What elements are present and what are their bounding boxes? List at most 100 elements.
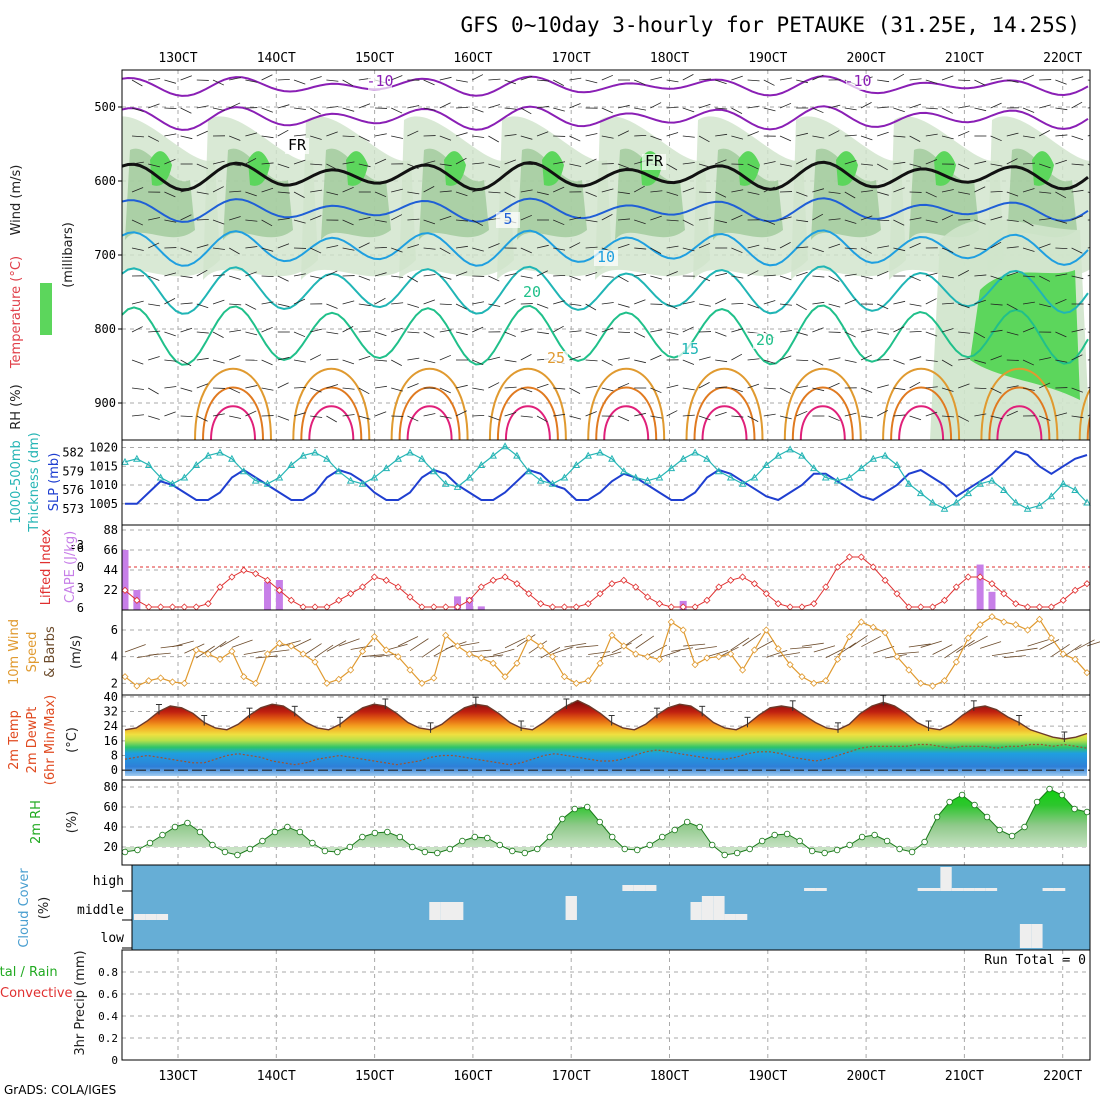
lifted-index-point (133, 596, 141, 604)
upper-wind-barb (828, 243, 841, 249)
rh-point (334, 848, 341, 856)
wind-speed-point (335, 675, 343, 683)
rh-shade-region (615, 148, 685, 240)
cloud-cover-bar (724, 914, 736, 920)
rh-point (758, 837, 766, 845)
upper-wind-barb (958, 415, 970, 422)
upper-wind-barb (731, 275, 744, 279)
cape-bar (988, 591, 996, 610)
upper-wind-barb (504, 273, 517, 277)
surface-wind-barb (540, 647, 561, 659)
upper-wind-barb (893, 387, 906, 391)
upper-wind-barb (293, 219, 306, 224)
rh-plot (122, 785, 1090, 859)
upper-wind-barb (1055, 273, 1068, 277)
upper-wind-barb (326, 384, 338, 389)
upper-wind-barb (131, 135, 144, 138)
upper-wind-barb (374, 133, 387, 137)
wind-speed-point (204, 650, 212, 658)
upper-wind-barb (148, 103, 160, 109)
upper-wind-barb (1022, 327, 1035, 333)
upper-wind-barb (310, 328, 322, 333)
upper-wind-barb (326, 79, 339, 82)
contour-label: FR (645, 152, 664, 170)
upper-wind-barb (212, 331, 224, 338)
upper-wind-barb (877, 410, 888, 417)
rh-point (634, 846, 641, 854)
thickness-point (714, 467, 723, 475)
wind-speed-point (1071, 655, 1079, 663)
contour-label-bg (544, 351, 568, 367)
upper-wind-barb (310, 247, 322, 254)
surface-wind-barb (243, 650, 266, 655)
upper-wind-barb (212, 186, 224, 193)
lifted-index-point (869, 563, 877, 571)
upper-wind-barb (958, 105, 971, 109)
lifted-index-line (124, 556, 1088, 608)
upper-wind-barb (455, 410, 467, 417)
lifted-index-point (548, 603, 557, 611)
temp-tick-label: 40 (104, 690, 118, 704)
slp-tick-label: 1010 (89, 478, 118, 492)
upper-wind-barb (261, 387, 274, 391)
thickness-point (845, 473, 854, 481)
upper-wind-barb (229, 415, 242, 419)
upper-wind-barb (472, 414, 485, 417)
upper-wind-barb (796, 271, 808, 277)
thickness-point (477, 460, 486, 468)
temp-tick-label: 16 (104, 734, 118, 748)
wind-speed-point (679, 626, 687, 634)
upper-wind-barb (909, 356, 922, 361)
upper-wind-barb (925, 219, 938, 223)
warm-contour-arch (488, 367, 567, 440)
bottom-day-label: 22OCT (1043, 1069, 1082, 1084)
temp-line (124, 699, 1088, 740)
rh-point (708, 841, 716, 849)
thickness-point (121, 457, 129, 465)
contour-15 (122, 265, 1089, 315)
upper-wind-barb (990, 163, 1003, 167)
lifted-index-point (750, 580, 759, 588)
upper-wind-barb (715, 331, 727, 337)
upper-wind-barb (715, 386, 728, 389)
thickness-point (144, 460, 153, 468)
upper-wind-barb (245, 132, 258, 137)
upper-wind-barb (893, 107, 905, 113)
upper-wind-barb (974, 247, 987, 251)
rh-point (671, 826, 678, 834)
upper-wind-barb (229, 355, 241, 361)
thickness-point (228, 454, 236, 462)
upper-wind-barb (245, 385, 258, 389)
upper-wind-barb (1071, 328, 1084, 333)
upper-wind-barb (277, 243, 290, 249)
upper-wind-barb (196, 415, 208, 422)
upper-wind-barb (472, 219, 483, 226)
upper-wind-barb (455, 106, 469, 109)
upper-wind-barb (374, 297, 386, 305)
surface-wind-barb (576, 645, 599, 648)
thickness-point (441, 479, 450, 487)
upper-wind-barb (553, 161, 566, 165)
upper-wind-barb (812, 359, 824, 366)
upper-wind-barb (423, 79, 435, 86)
upper-wind-barb (245, 331, 258, 336)
upper-wind-barb (423, 274, 436, 277)
upper-wind-barb (407, 415, 419, 422)
upper-wind-barb (860, 163, 873, 166)
thickness-point (726, 473, 735, 481)
upper-wind-barb (164, 272, 177, 277)
upper-wind-barb (455, 384, 468, 389)
surface-wind-barb (659, 650, 681, 658)
upper-wind-barb (196, 357, 209, 361)
upper-wind-barb (326, 270, 338, 277)
upper-wind-barb (941, 107, 953, 114)
upper-wind-barb (569, 77, 582, 81)
upper-wind-barb (763, 186, 775, 193)
upper-wind-barb (941, 387, 954, 392)
upper-wind-barb (423, 247, 436, 250)
surface-wind-barb (790, 646, 813, 650)
upper-wind-barb (196, 269, 208, 277)
upper-wind-barb (180, 275, 193, 279)
surface-wind-barb (861, 635, 881, 648)
thickness-point (798, 451, 806, 459)
